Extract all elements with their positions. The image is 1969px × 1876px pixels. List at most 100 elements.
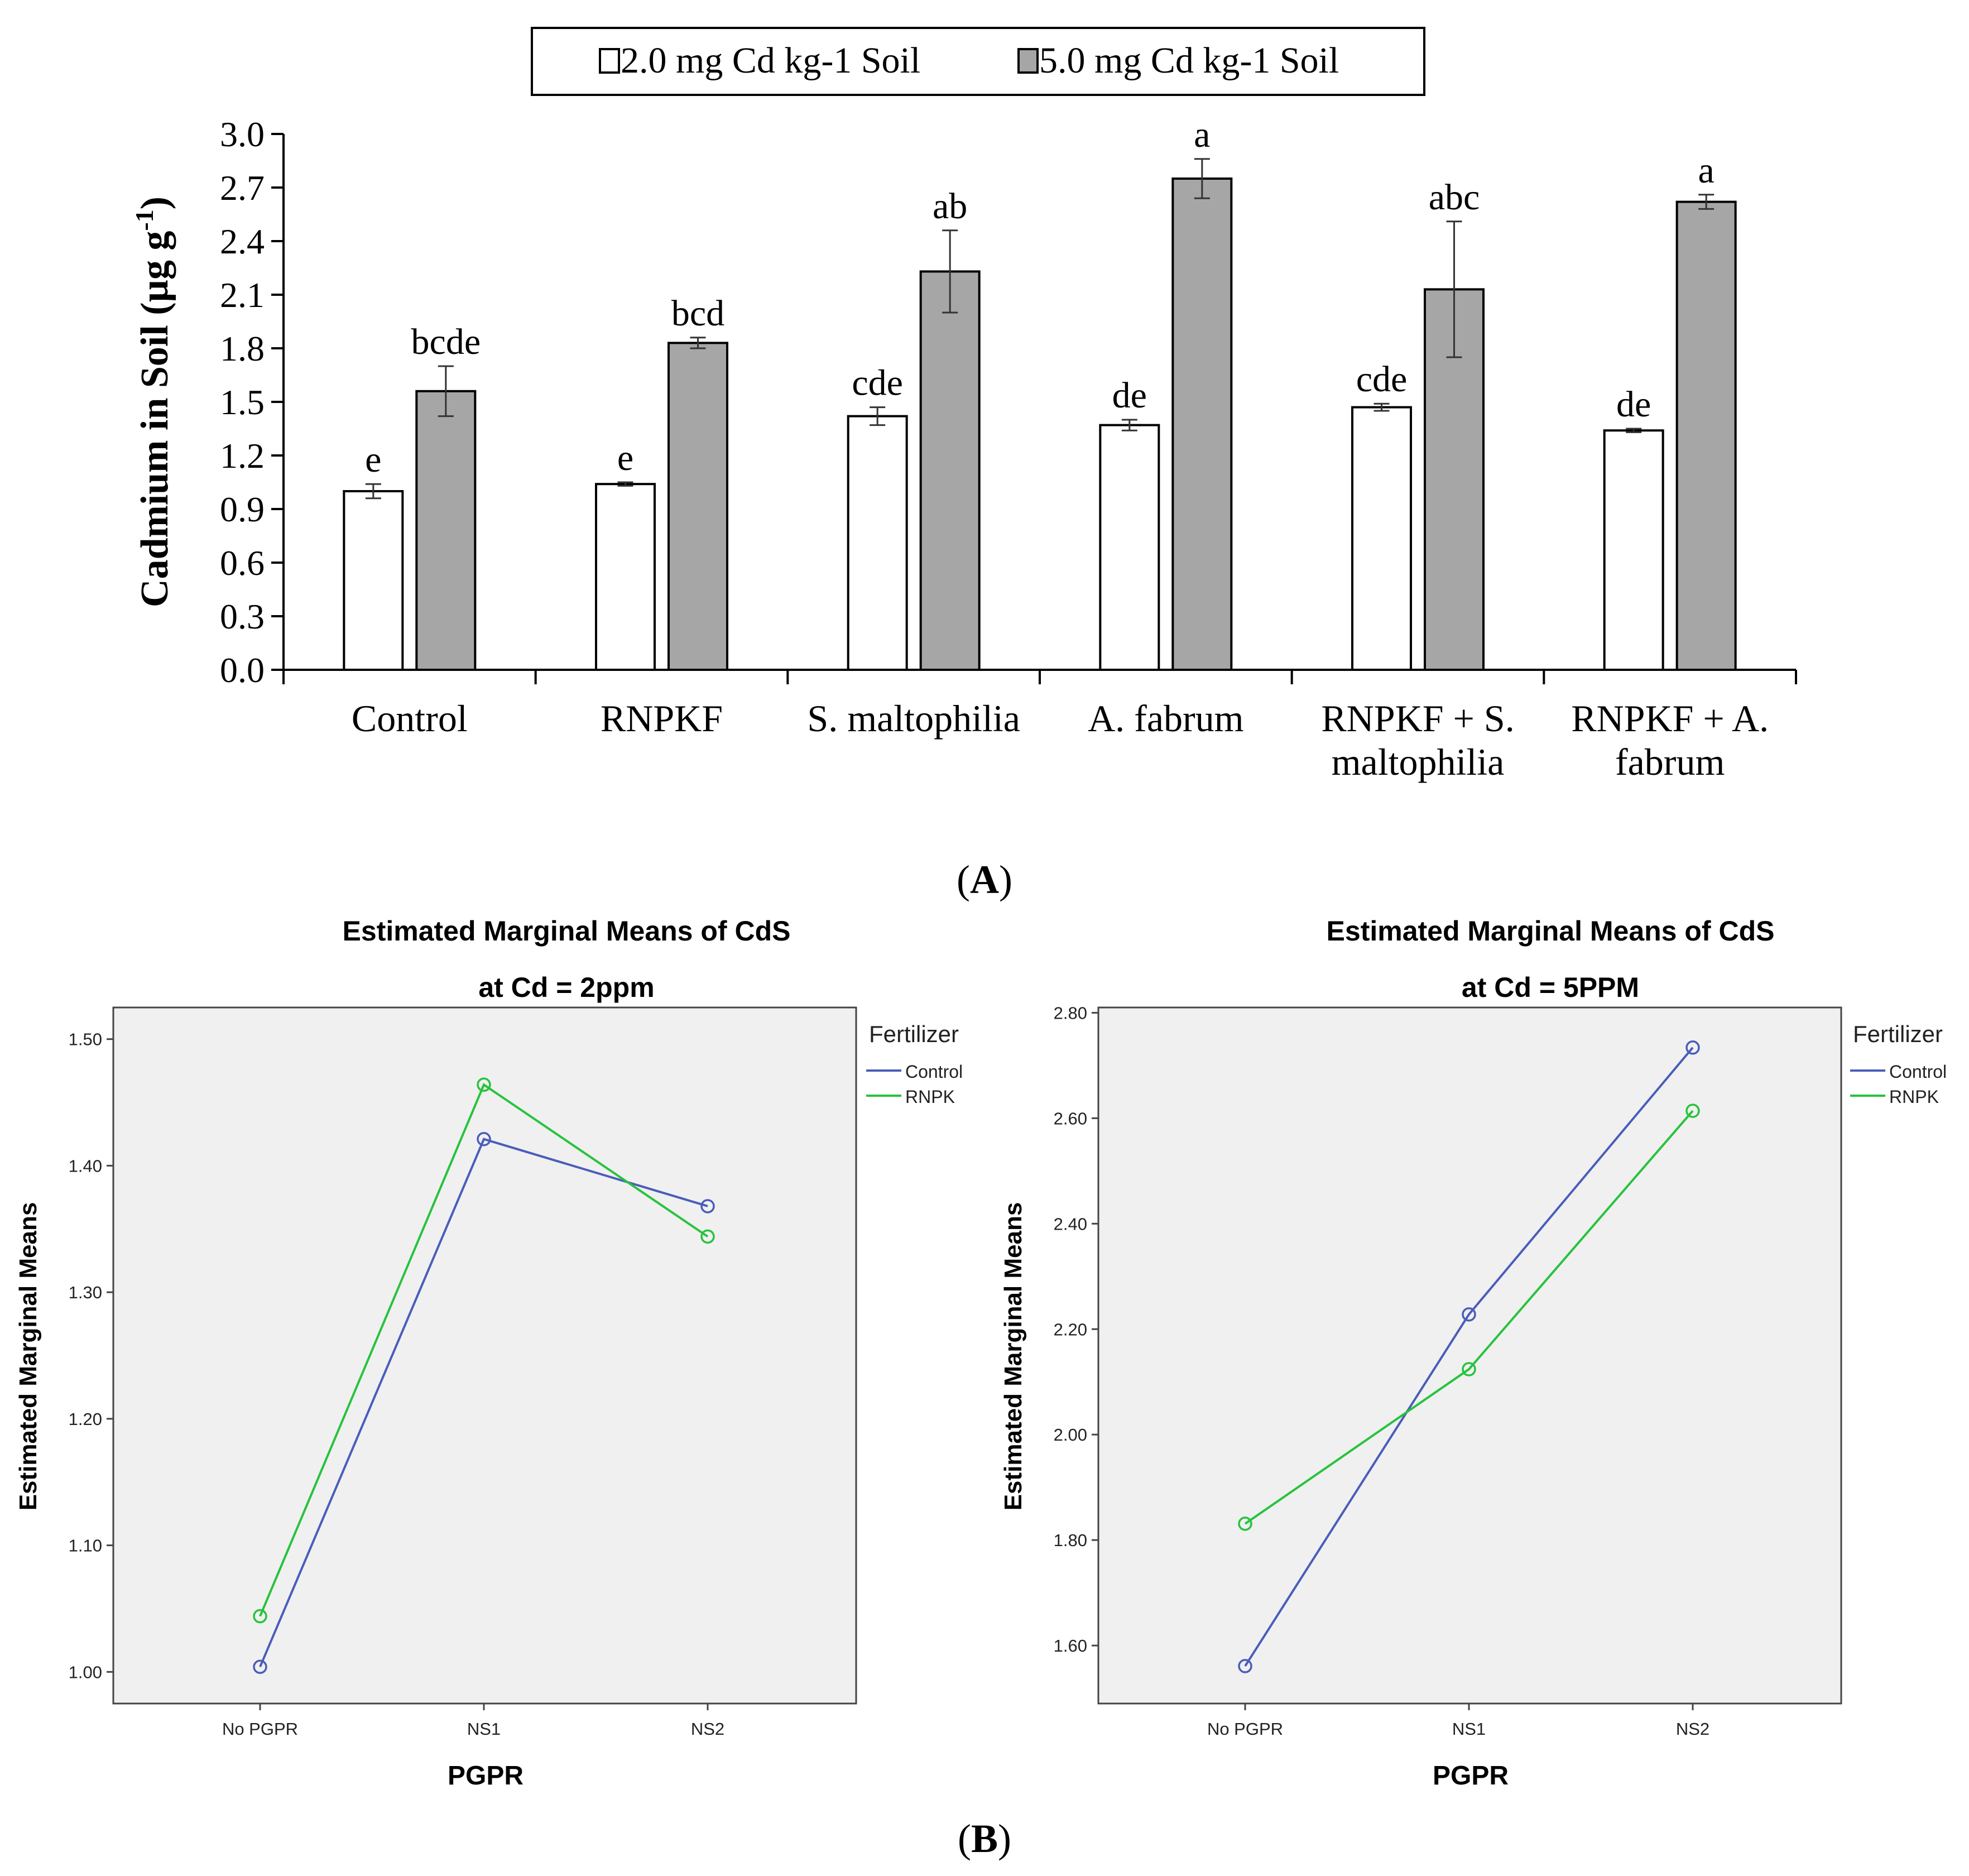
ylabel-close: ) [133,196,176,209]
panel-a-y-ticks: 0.0 0.3 0.6 0.9 1.2 1.5 1.8 2.1 2.4 2.7 3.0 [220,114,284,690]
b1-subtitle: at Cd = 2ppm [478,972,654,1003]
a-ytick-label: 2.4 [220,222,265,261]
b2-point-rnpk [1462,1362,1476,1376]
b2-title: Estimated Marginal Means of CdS [1327,915,1775,947]
significance-letter: bcde [411,322,481,362]
bar-2mg [847,415,908,671]
b2-ytick-label: 2.20 [1054,1320,1087,1339]
significance-letter: e [365,439,381,480]
b2-xtick-label: NS1 [1452,1719,1486,1739]
legend-swatch-5mg [1017,48,1039,74]
b1-y-ticks: 1.00 1.10 1.20 1.30 1.40 1.50 [69,1030,113,1682]
panel-a-bars [343,177,1737,671]
category-label: A. fabrum [1088,697,1243,740]
bar-5mg [415,390,477,671]
bar-2mg [1099,424,1160,671]
bar-5mg [1171,177,1233,671]
significance-letter: cde [1356,359,1408,400]
b2-ytick-label: 1.80 [1054,1530,1087,1550]
significance-letter: de [1112,375,1147,416]
a-ytick-label: 1.8 [220,329,265,368]
b2-subtitle: at Cd = 5PPM [1462,972,1639,1003]
b1-legend-title: Fertilizer [869,1021,959,1047]
b1-ytick-label: 1.40 [69,1156,102,1176]
category-label: maltophilia [1332,741,1505,783]
panel-b-label: (B) [958,1816,1011,1861]
b2-ytick-label: 2.60 [1054,1109,1087,1128]
category-label: Control [352,697,468,740]
b1-line-rnpk [259,1083,709,1617]
b1-point-control [700,1199,715,1213]
b1-legend-rnpk-label: RNPK [905,1087,955,1107]
b2-series [1238,1040,1700,1673]
significance-letter: abc [1429,177,1480,218]
b2-point-control [1238,1659,1252,1673]
panel-a-bar-chart: 2.0 mg Cd kg-1 Soil 5.0 mg Cd kg-1 Soil … [130,27,1797,902]
b2-y-ticks: 1.60 1.80 2.00 2.20 2.40 2.60 2.80 [1054,1003,1098,1656]
a-ytick-label: 0.6 [220,543,265,583]
b2-y-axis-label: Estimated Marginal Means [1000,1202,1027,1511]
b2-point-rnpk [1685,1103,1700,1118]
a-ytick-label: 2.7 [220,168,265,208]
a-ytick-label: 1.2 [220,436,265,476]
b1-x-axis-label: PGPR [448,1761,524,1791]
panel-a-label: (A) [957,857,1012,902]
ylabel-sup: -1 [130,209,159,231]
b1-ytick-label: 1.20 [69,1409,102,1429]
panel-a-legend: 2.0 mg Cd kg-1 Soil 5.0 mg Cd kg-1 Soil [531,27,1425,96]
bar-2mg [1603,429,1664,671]
significance-letter: a [1698,150,1715,191]
b2-ytick-label: 2.40 [1054,1214,1087,1234]
panel-b-right-line-chart: Estimated Marginal Means of CdS at Cd = … [1000,915,1947,1791]
panel-a-significance-letters: e bcde e bcd cde ab de a cde abc de a [365,114,1715,480]
b1-legend-control-label: Control [905,1062,963,1082]
significance-letter: bcd [671,293,724,334]
panel-a-x-ticks [282,670,1797,684]
b1-ytick-label: 1.10 [69,1536,102,1556]
category-label: RNPKF + S. [1321,697,1514,740]
significance-letter: e [617,438,633,478]
b1-xtick-label: No PGPR [222,1719,298,1739]
b2-line-control [1244,1047,1694,1667]
b1-x-ticks: No PGPR NS1 NS2 [222,1704,724,1739]
a-ytick-label: 3.0 [220,114,265,154]
b2-x-ticks: No PGPR NS1 NS2 [1207,1704,1709,1739]
b2-point-rnpk [1238,1517,1252,1531]
b2-legend-rnpk-label: RNPK [1889,1087,1939,1107]
b1-point-rnpk [700,1229,715,1244]
panel-a-category-labels: Control RNPKF S. maltophilia A. fabrum RNPKF… [352,697,1769,783]
bar-5mg [919,270,981,671]
b1-title: Estimated Marginal Means of CdS [343,915,791,947]
b2-legend-control-label: Control [1889,1062,1947,1082]
b1-point-rnpk [253,1609,267,1624]
a-ytick-label: 2.1 [220,275,265,315]
b1-y-axis-label: Estimated Marginal Means [15,1202,42,1511]
a-ytick-label: 0.9 [220,490,265,529]
legend-swatch-2mg [599,48,620,74]
b2-ytick-label: 2.00 [1054,1425,1087,1445]
panel-a-error-bars [365,158,1715,500]
panel-a-y-axis-label: Cadmium in Soil (µg g-1) [130,196,176,607]
b1-xtick-label: NS1 [467,1719,501,1739]
b1-ytick-label: 1.00 [69,1662,102,1682]
b1-xtick-label: NS2 [691,1719,724,1739]
b2-ytick-label: 2.80 [1054,1003,1087,1023]
b1-plot-area [112,1006,857,1705]
b2-xtick-label: NS2 [1676,1719,1709,1739]
legend-label-5mg: 5.0 mg Cd kg-1 Soil [1039,40,1339,81]
bar-5mg [1675,200,1737,671]
b1-point-control [253,1659,267,1674]
category-label: RNPKF [601,697,723,740]
bar-5mg [667,342,728,671]
significance-letter: a [1194,114,1210,155]
significance-letter: ab [933,186,967,227]
significance-letter: de [1616,384,1651,425]
b2-point-control [1685,1040,1700,1055]
b2-xtick-label: No PGPR [1207,1719,1283,1739]
b1-point-rnpk [477,1077,491,1092]
b2-plot-area [1097,1006,1842,1705]
b1-point-control [477,1132,491,1146]
ylabel-main: Cadmium in Soil (µg g [133,231,176,607]
bar-2mg [595,483,656,671]
